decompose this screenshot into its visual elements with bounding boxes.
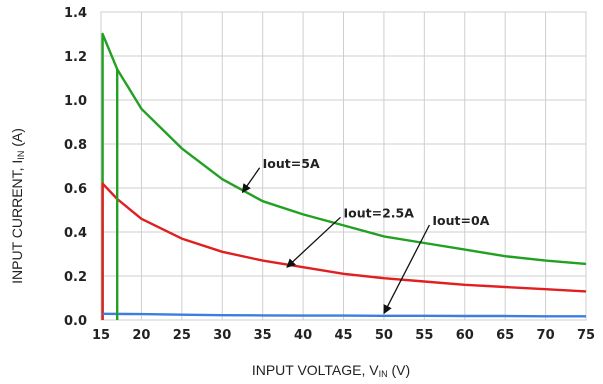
x-tick-label: 15 — [92, 328, 110, 343]
x-tick-label: 50 — [375, 328, 393, 343]
x-tick-label: 25 — [173, 328, 191, 343]
y-tick-label: 1.0 — [64, 94, 87, 109]
x-tick-label: 45 — [334, 328, 352, 343]
y-tick-label: 0.4 — [64, 226, 87, 241]
x-tick-label: 20 — [132, 328, 150, 343]
tick-labels: 15 20 25 30 35 40 45 50 55 60 65 70 75 0.0 0.2 0.4 0.6 0.… — [64, 6, 595, 343]
series-line-iout-5a — [101, 32, 587, 320]
x-axis-label-unit: (V) — [388, 362, 411, 378]
x-tick-label: 40 — [294, 328, 312, 343]
y-axis-label: INPUT CURRENT, IIN (A) — [9, 128, 26, 284]
y-tick-label: 0.8 — [64, 138, 87, 153]
annotation-arrow — [383, 224, 430, 315]
annotations: Iout=5A Iout=2.5A Iout=0A — [241, 156, 490, 315]
x-tick-label: 55 — [415, 328, 433, 343]
x-tick-label: 60 — [456, 328, 474, 343]
annotation-arrow — [286, 216, 341, 268]
x-axis-label-sub: IN — [379, 369, 388, 379]
x-tick-label: 30 — [213, 328, 231, 343]
x-tick-label: 75 — [577, 328, 595, 343]
annotation-arrow — [241, 167, 261, 194]
series-line-iout-2-5a — [101, 182, 587, 320]
series-line-iout-0a — [102, 312, 586, 318]
series-lines — [101, 32, 587, 320]
annotation-label: Iout=2.5A — [344, 205, 415, 220]
x-tick-label: 65 — [496, 328, 514, 343]
y-axis-label-sub: IN — [16, 151, 26, 160]
y-axis-label-unit: (A) — [9, 128, 25, 151]
x-tick-label: 35 — [254, 328, 272, 343]
x-axis-label: INPUT VOLTAGE, VIN (V) — [252, 362, 410, 379]
annotation-label: Iout=0A — [432, 213, 489, 228]
x-tick-label: 70 — [537, 328, 555, 343]
grid — [100, 11, 587, 321]
y-tick-label: 0.0 — [64, 314, 87, 329]
annotation-label: Iout=5A — [263, 156, 320, 171]
y-tick-label: 0.2 — [64, 270, 87, 285]
y-tick-label: 1.4 — [64, 6, 87, 21]
y-tick-label: 0.6 — [64, 182, 87, 197]
y-tick-label: 1.2 — [64, 50, 87, 65]
